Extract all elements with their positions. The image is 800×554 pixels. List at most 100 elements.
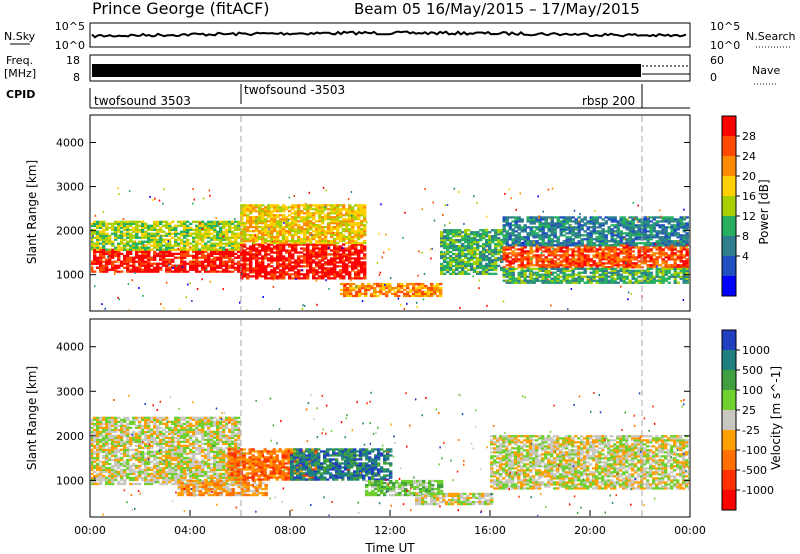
data-cell [264, 247, 268, 250]
data-cell [652, 230, 656, 233]
data-cell [400, 286, 404, 290]
data-cell [324, 233, 328, 237]
data-cell [455, 256, 459, 260]
data-cell [571, 244, 575, 247]
data-cell [102, 266, 106, 269]
data-cell [559, 260, 563, 263]
data-cell [249, 275, 253, 278]
data-cell [99, 234, 103, 237]
data-cell [99, 432, 103, 435]
data-cell [661, 275, 665, 278]
data-cell [619, 236, 623, 239]
data-cell [321, 212, 325, 215]
data-cell [339, 210, 343, 213]
data-cell [99, 450, 103, 453]
data-cell [598, 254, 602, 257]
data-cell [276, 206, 280, 209]
data-cell [327, 230, 331, 233]
data-cell [288, 257, 292, 260]
data-cell [99, 236, 103, 239]
noise-cell [350, 191, 353, 193]
data-cell [577, 260, 581, 263]
noise-cell [397, 297, 400, 300]
data-cell [237, 256, 241, 259]
data-cell [93, 452, 97, 455]
data-cell [270, 226, 274, 229]
data-cell [461, 246, 465, 250]
data-cell [201, 252, 205, 255]
data-cell [470, 262, 474, 266]
data-cell [243, 230, 247, 233]
data-cell [234, 266, 238, 269]
data-cell [622, 226, 626, 229]
data-cell [168, 260, 172, 263]
data-cell [198, 224, 202, 227]
data-cell [135, 228, 139, 231]
data-cell [120, 230, 124, 233]
data-cell [93, 262, 97, 265]
data-cell [327, 216, 331, 219]
noise-cell [327, 246, 330, 249]
data-cell [494, 250, 498, 254]
data-cell [279, 228, 283, 231]
data-cell [550, 216, 554, 219]
data-cell [619, 242, 623, 245]
data-cell [532, 264, 536, 267]
noise-cell [104, 307, 106, 310]
data-cell [91, 242, 94, 245]
data-cell [282, 265, 286, 268]
data-cell [324, 271, 328, 274]
data-cell [646, 244, 650, 247]
data-cell [165, 254, 169, 257]
freq-left-tick-bottom: 8 [73, 71, 80, 84]
data-cell [676, 232, 680, 235]
data-cell [177, 256, 181, 259]
data-cell [180, 234, 184, 237]
data-cell [117, 246, 121, 249]
data-cell [634, 242, 638, 245]
data-cell [153, 250, 157, 253]
data-cell [135, 234, 139, 237]
data-cell [482, 245, 486, 248]
data-cell [446, 266, 450, 270]
data-cell [258, 267, 262, 270]
data-cell [688, 236, 689, 239]
data-cell [592, 264, 596, 267]
data-cell [183, 264, 187, 267]
noise-cell [118, 298, 121, 301]
data-cell [132, 244, 136, 247]
data-cell [144, 222, 148, 225]
data-cell [255, 204, 259, 207]
data-cell [279, 233, 283, 237]
data-cell [282, 259, 286, 262]
data-cell [363, 263, 367, 266]
data-cell [688, 244, 689, 247]
data-cell [240, 224, 244, 227]
data-cell [547, 273, 551, 276]
data-cell [339, 249, 343, 252]
data-cell [598, 230, 602, 233]
data-cell [541, 269, 545, 272]
data-cell [255, 237, 259, 241]
data-cell [373, 282, 377, 286]
noise-cell [444, 251, 446, 254]
noise-cell [654, 243, 657, 246]
data-cell [216, 238, 220, 241]
data-cell [461, 270, 465, 274]
data-cell [120, 240, 124, 243]
data-cell [363, 253, 367, 256]
data-cell [613, 250, 617, 253]
data-cell [538, 228, 542, 231]
data-cell [180, 252, 184, 255]
data-cell [421, 282, 425, 286]
data-cell [470, 233, 474, 236]
data-cell [234, 234, 238, 237]
noise-cell [208, 189, 211, 192]
data-cell [225, 236, 229, 239]
data-cell [619, 277, 623, 280]
data-cell [357, 214, 361, 217]
data-cell [351, 263, 355, 266]
colorbar-swatch [722, 156, 736, 177]
data-cell [126, 270, 130, 273]
data-cell [655, 264, 659, 267]
